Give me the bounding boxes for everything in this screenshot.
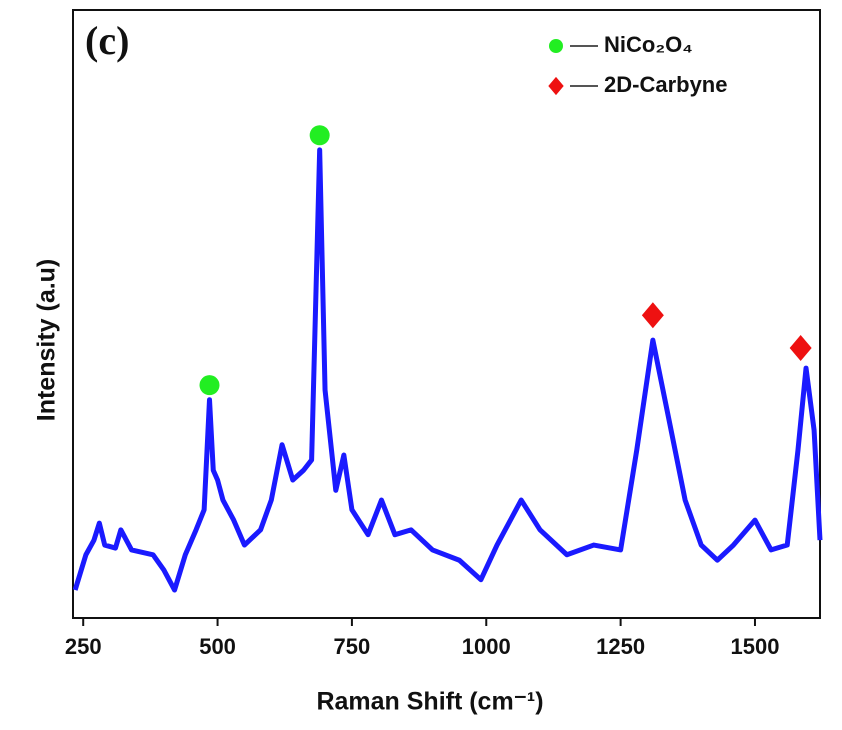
y-axis-label: Intensity (a.u) (33, 259, 61, 422)
legend-label: 2D-Carbyne (604, 72, 727, 97)
x-tick-label: 1250 (596, 634, 645, 659)
peak-marker (309, 125, 330, 146)
legend-label: NiCo₂O₄ (604, 32, 693, 57)
plot-frame (72, 9, 821, 619)
x-axis-label: Raman Shift (cm⁻¹) (316, 688, 543, 716)
panel-label: (c) (85, 18, 129, 63)
x-tick-label: 1000 (462, 634, 511, 659)
spectrum-line (72, 147, 823, 593)
peak-marker (199, 375, 220, 396)
x-tick-label: 750 (334, 634, 371, 659)
x-tick-label: 1500 (730, 634, 779, 659)
x-tick-label: 500 (199, 634, 236, 659)
x-tick-label: 250 (65, 634, 102, 659)
peak-marker (641, 302, 664, 329)
legend-symbol (548, 76, 564, 96)
peak-marker (789, 335, 812, 362)
legend-symbol (549, 39, 563, 53)
